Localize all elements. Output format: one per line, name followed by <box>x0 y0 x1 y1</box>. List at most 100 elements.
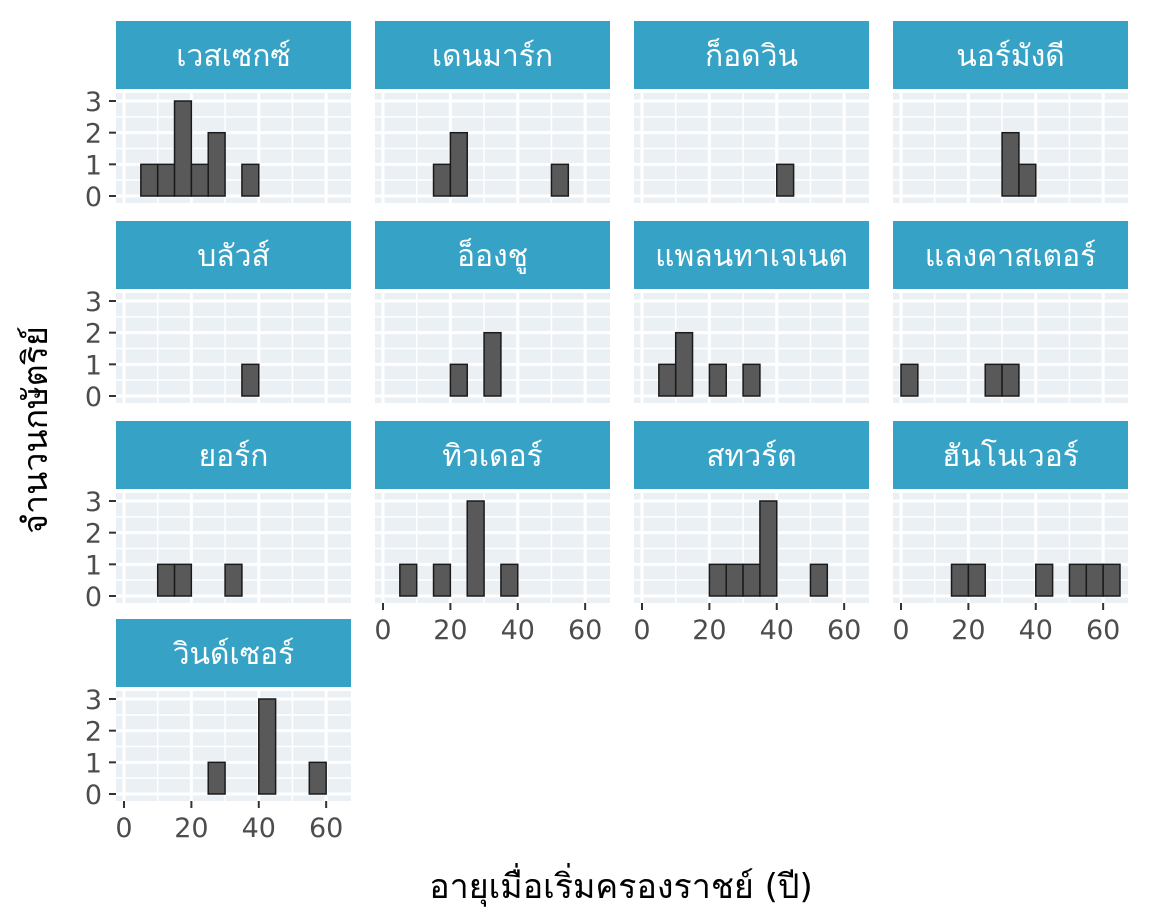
histogram-bar <box>1001 131 1020 197</box>
facet-strip <box>116 421 351 489</box>
facet-panel: แพลนทาเจเนต <box>634 221 869 403</box>
histogram-bar <box>776 163 795 197</box>
facet-panel: สทวร์ต 0 20 40 60 <box>633 421 869 646</box>
facet-strip-label: ทิวเดอร์ <box>442 439 543 474</box>
histogram-bar <box>140 163 159 197</box>
histogram-bar <box>950 563 970 597</box>
histogram-bar <box>483 331 502 397</box>
x-tick-label: 60 <box>827 615 861 646</box>
histogram-bar <box>156 163 176 197</box>
histogram-bar <box>399 563 418 597</box>
facet-panel: ทิวเดอร์ 0 20 40 60 <box>374 421 610 646</box>
histogram-bar <box>674 331 694 397</box>
x-tick-label: 0 <box>633 615 650 646</box>
facet-strip <box>116 21 351 89</box>
facet-strip-label: เวสเซกซ์ <box>176 39 291 74</box>
facet-strip <box>116 619 351 687</box>
histogram-bar <box>449 363 468 397</box>
facet-strip-label: ยอร์ก <box>199 439 269 474</box>
x-axis-title: อายุเมื่อเริ่มครองราชย์ (ปี) <box>429 863 812 907</box>
facet-panel: ก็อดวิน <box>634 21 869 203</box>
x-tick-label: 20 <box>433 615 467 646</box>
y-tick-label: 2 <box>85 717 102 748</box>
histogram-bar <box>550 163 570 197</box>
histogram-bar <box>708 563 727 597</box>
y-tick-label: 3 <box>85 287 102 318</box>
y-tick-label: 1 <box>85 550 102 581</box>
facet-strip-label: แพลนทาเจเนต <box>655 239 848 274</box>
facet-strip-label: วินด์เซอร์ <box>173 637 295 672</box>
histogram-bar <box>207 131 226 197</box>
x-tick-label: 60 <box>568 615 602 646</box>
y-tick-label: 3 <box>85 487 102 518</box>
x-tick-label: 20 <box>174 813 208 844</box>
histogram-bar <box>241 363 260 397</box>
y-tick-label: 1 <box>85 748 102 779</box>
facet-strip <box>375 21 610 89</box>
facet-strip-label: เดนมาร์ก <box>432 39 553 74</box>
histogram-bar <box>1001 363 1020 397</box>
facet-strip-label: บลัวส์ <box>197 239 270 274</box>
histogram-bar <box>658 363 677 397</box>
y-tick-label: 2 <box>85 519 102 550</box>
facet-strip <box>893 21 1128 89</box>
histogram-bar <box>173 563 193 597</box>
histogram-bar <box>500 563 519 597</box>
y-tick-label: 0 <box>85 182 102 213</box>
histogram-bar <box>984 363 1003 397</box>
histogram-bar <box>900 363 919 397</box>
facet-strip-label: นอร์มังดี <box>956 39 1065 74</box>
facet-strip <box>375 221 610 289</box>
histogram-bar <box>759 500 778 597</box>
histogram-bar <box>1102 563 1121 597</box>
histogram-bar <box>967 563 986 597</box>
y-tick-label: 1 <box>85 150 102 181</box>
histogram-bar <box>224 563 243 597</box>
y-tick-label: 3 <box>85 685 102 716</box>
x-tick-label: 40 <box>760 615 794 646</box>
y-tick-label: 3 <box>85 87 102 118</box>
facet-strip <box>634 421 869 489</box>
histogram-bar <box>173 100 193 197</box>
histogram-bar <box>241 163 260 197</box>
histogram-bar <box>466 500 485 597</box>
y-tick-label: 0 <box>85 780 102 811</box>
x-tick-label: 40 <box>242 813 276 844</box>
facet-strip-label: สทวร์ต <box>706 439 797 474</box>
facet-strip-label: ก็อดวิน <box>705 37 798 74</box>
histogram-bar <box>725 563 744 597</box>
y-tick-label: 1 <box>85 350 102 381</box>
histogram-bar <box>1068 563 1088 597</box>
y-tick-label: 2 <box>85 319 102 350</box>
y-tick-label: 0 <box>85 382 102 413</box>
histogram-bar <box>1035 563 1054 597</box>
histogram-bar <box>432 163 452 197</box>
facet-strip-label: แลงคาสเตอร์ <box>925 239 1096 274</box>
x-tick-label: 0 <box>374 615 391 646</box>
histogram-bar <box>708 363 727 397</box>
x-tick-label: 0 <box>892 615 909 646</box>
histogram-bar <box>156 563 176 597</box>
facet-panel: แลงคาสเตอร์ <box>893 221 1128 403</box>
facet-panel: นอร์มังดี <box>893 21 1128 203</box>
facet-strip <box>634 221 869 289</box>
facet-strip-label: ฮันโนเวอร์ <box>942 438 1079 474</box>
histogram-bar <box>742 363 761 397</box>
y-tick-label: 2 <box>85 119 102 150</box>
x-tick-label: 0 <box>115 813 132 844</box>
facet-strip <box>634 21 869 89</box>
histogram-bar <box>190 163 209 197</box>
x-tick-label: 20 <box>951 615 985 646</box>
histogram-bar <box>809 563 829 597</box>
x-tick-label: 60 <box>309 813 343 844</box>
facet-panel: อ็องชู <box>375 221 610 403</box>
histogram-bar <box>1018 163 1037 197</box>
facet-strip <box>375 421 610 489</box>
y-axis-title: จำนวนกษัตริย์ <box>16 326 56 534</box>
x-tick-label: 60 <box>1086 615 1120 646</box>
histogram-bar <box>449 131 468 197</box>
